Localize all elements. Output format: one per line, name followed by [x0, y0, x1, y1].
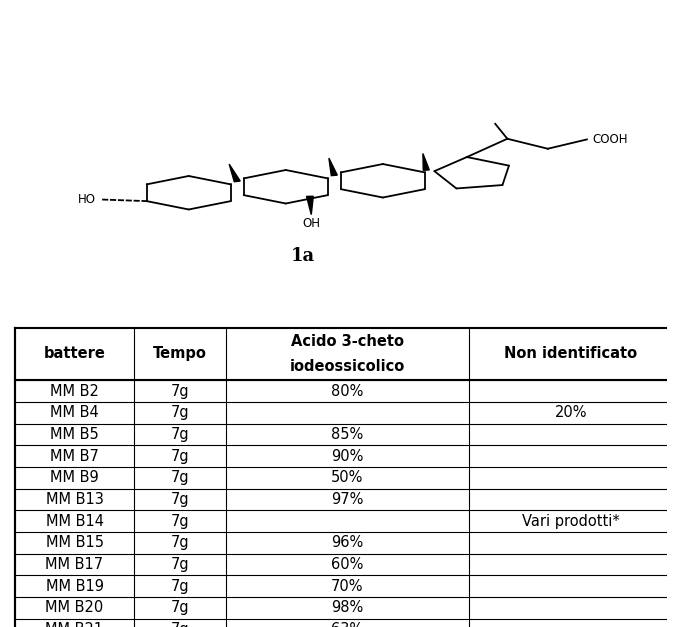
Text: MM B13: MM B13 — [46, 492, 103, 507]
Text: 1a: 1a — [291, 247, 315, 265]
Text: HO: HO — [78, 193, 96, 206]
Text: 96%: 96% — [331, 535, 363, 551]
Text: MM B20: MM B20 — [45, 600, 104, 615]
Polygon shape — [307, 196, 313, 214]
Text: MM B17: MM B17 — [45, 557, 104, 572]
Text: 63%: 63% — [331, 622, 363, 627]
Text: 7g: 7g — [171, 622, 189, 627]
Text: 7g: 7g — [171, 579, 189, 594]
Text: MM B4: MM B4 — [50, 405, 99, 420]
Text: 7g: 7g — [171, 514, 189, 529]
Text: 7g: 7g — [171, 384, 189, 399]
Text: 97%: 97% — [331, 492, 363, 507]
Polygon shape — [229, 164, 240, 182]
Text: 90%: 90% — [331, 448, 363, 463]
Text: 7g: 7g — [171, 600, 189, 615]
Text: 60%: 60% — [331, 557, 363, 572]
Text: Non identificato: Non identificato — [504, 346, 637, 361]
Text: 80%: 80% — [331, 384, 363, 399]
Text: 7g: 7g — [171, 427, 189, 442]
Text: 7g: 7g — [171, 557, 189, 572]
Text: 20%: 20% — [555, 405, 587, 420]
Text: 50%: 50% — [331, 470, 363, 485]
Text: MM B15: MM B15 — [46, 535, 104, 551]
Text: MM B21: MM B21 — [45, 622, 104, 627]
Text: Acido 3-cheto
iodeossicolico: Acido 3-cheto iodeossicolico — [290, 334, 405, 374]
Text: 7g: 7g — [171, 448, 189, 463]
Text: 7g: 7g — [171, 492, 189, 507]
Text: 7g: 7g — [171, 535, 189, 551]
Text: MM B9: MM B9 — [50, 470, 99, 485]
Text: 98%: 98% — [331, 600, 363, 615]
Text: 7g: 7g — [171, 405, 189, 420]
Text: 85%: 85% — [331, 427, 363, 442]
Polygon shape — [329, 158, 337, 176]
Text: 7g: 7g — [171, 470, 189, 485]
Text: COOH: COOH — [592, 133, 627, 146]
Text: 70%: 70% — [331, 579, 363, 594]
Text: battere: battere — [44, 346, 105, 361]
Text: Vari prodotti*: Vari prodotti* — [522, 514, 619, 529]
Text: MM B7: MM B7 — [50, 448, 99, 463]
Text: MM B2: MM B2 — [50, 384, 99, 399]
Text: Tempo: Tempo — [153, 346, 207, 361]
Polygon shape — [423, 154, 429, 171]
Text: MM B19: MM B19 — [46, 579, 104, 594]
Text: MM B14: MM B14 — [46, 514, 104, 529]
Text: OH: OH — [302, 218, 320, 230]
Text: MM B5: MM B5 — [50, 427, 99, 442]
